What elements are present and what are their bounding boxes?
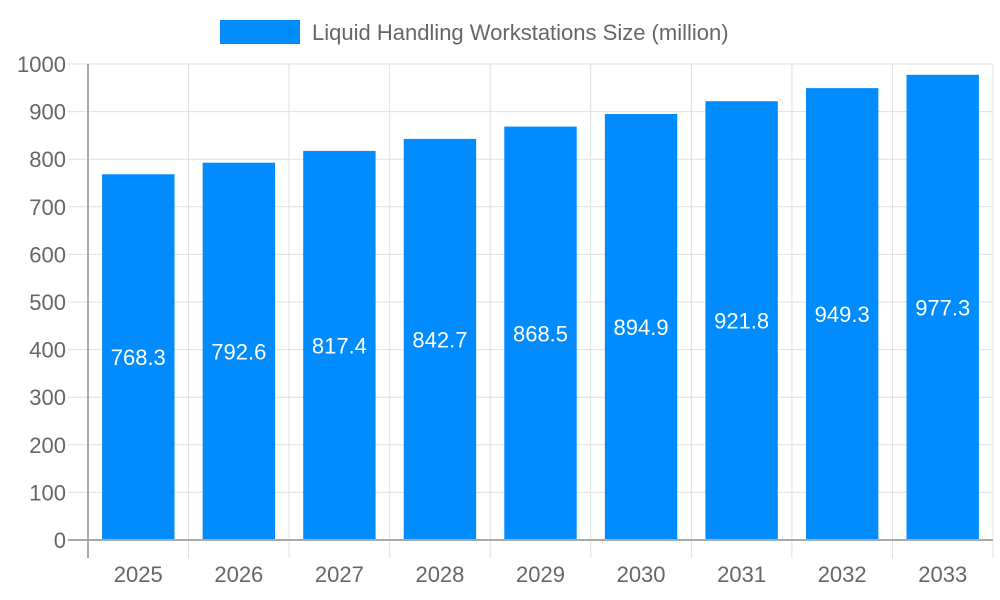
y-tick-label: 200 [29, 433, 66, 458]
bar-2033 [906, 74, 979, 540]
data-label: 949.3 [815, 302, 870, 327]
y-tick-label: 0 [54, 528, 66, 553]
data-label: 842.7 [412, 327, 467, 352]
bar-2027 [303, 150, 376, 540]
data-label: 977.3 [915, 295, 970, 320]
x-tick-label: 2033 [918, 562, 967, 587]
x-tick-label: 2026 [214, 562, 263, 587]
bar-2026 [202, 162, 276, 540]
y-tick-label: 1000 [17, 52, 66, 77]
y-tick-label: 100 [29, 480, 66, 505]
y-tick-label: 400 [29, 338, 66, 363]
legend-swatch [220, 20, 300, 44]
legend-label: Liquid Handling Workstations Size (milli… [312, 20, 729, 45]
x-tick-label: 2027 [315, 562, 364, 587]
legend[interactable]: Liquid Handling Workstations Size (milli… [220, 20, 729, 45]
bar-2029 [504, 126, 577, 541]
x-tick-label: 2031 [717, 562, 766, 587]
bar-2025 [102, 174, 175, 541]
x-tick-label: 2030 [617, 562, 666, 587]
y-tick-label: 500 [29, 290, 66, 315]
data-label: 817.4 [312, 333, 367, 358]
y-tick-label: 900 [29, 100, 66, 125]
data-label: 768.3 [111, 345, 166, 370]
x-tick-label: 2029 [516, 562, 565, 587]
data-label: 868.5 [513, 321, 568, 346]
y-tick-label: 800 [29, 147, 66, 172]
x-tick-label: 2032 [818, 562, 867, 587]
y-tick-label: 700 [29, 195, 66, 220]
data-label: 894.9 [614, 315, 669, 340]
x-tick-label: 2025 [114, 562, 163, 587]
x-tick-label: 2028 [415, 562, 464, 587]
bars: 768.3 792.6 817.4 842.7 868.5 894.9 921.8 949.3… [102, 74, 979, 541]
bar-2031 [705, 101, 778, 540]
axes: 0 100 200 300 400 500 600 700 800 900 1000 2025 2026… [17, 52, 993, 587]
bar-2032 [805, 88, 879, 540]
data-label: 921.8 [714, 309, 769, 334]
y-tick-label: 300 [29, 385, 66, 410]
bar-2030 [604, 114, 678, 541]
y-tick-label: 600 [29, 242, 66, 267]
bar-2028 [403, 138, 477, 540]
data-label: 792.6 [211, 339, 266, 364]
